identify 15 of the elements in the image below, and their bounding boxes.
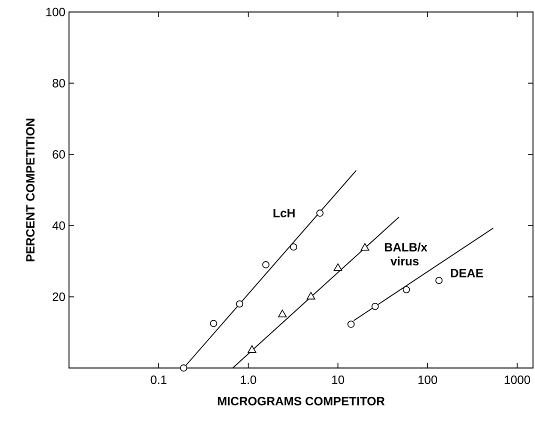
series-label: LcH — [274, 208, 295, 218]
y-tick-label: 60 — [52, 150, 65, 159]
y-tick-label: 100 — [46, 8, 65, 16]
y-tick-label: 40 — [52, 221, 65, 230]
y-axis-title: PERCENT COMPETITION — [26, 118, 35, 262]
series-label: DEAE — [450, 268, 483, 278]
x-tick-label: 1.0 — [240, 376, 256, 384]
x-tick-label: 10 — [332, 376, 344, 384]
x-tick-label: 0.1 — [150, 376, 166, 384]
y-tick-label: 20 — [52, 292, 65, 302]
x-tick-label: 1000 — [504, 376, 530, 384]
y-tick-label: 80 — [52, 78, 65, 88]
x-tick-label: 100 — [418, 376, 438, 384]
x-axis-title: MICROGRAMS COMPETITOR — [218, 396, 385, 406]
series-label: BALB/x virus — [384, 242, 428, 266]
